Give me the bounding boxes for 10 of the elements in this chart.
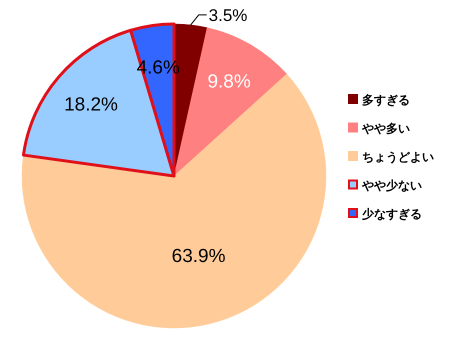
data-label: 3.5%	[208, 6, 248, 25]
legend-label: 少なすぎる	[361, 207, 422, 221]
legend-label: やや少ない	[361, 178, 422, 192]
data-label: 18.2%	[64, 94, 118, 116]
legend-label: ちょうどよい	[362, 150, 434, 164]
pie-slice	[22, 74, 326, 328]
data-label: 63.9%	[172, 246, 226, 267]
data-label: 9.8%	[207, 71, 251, 92]
legend-label: 多すぎる	[362, 93, 410, 107]
legend-label: やや多い	[361, 122, 410, 136]
